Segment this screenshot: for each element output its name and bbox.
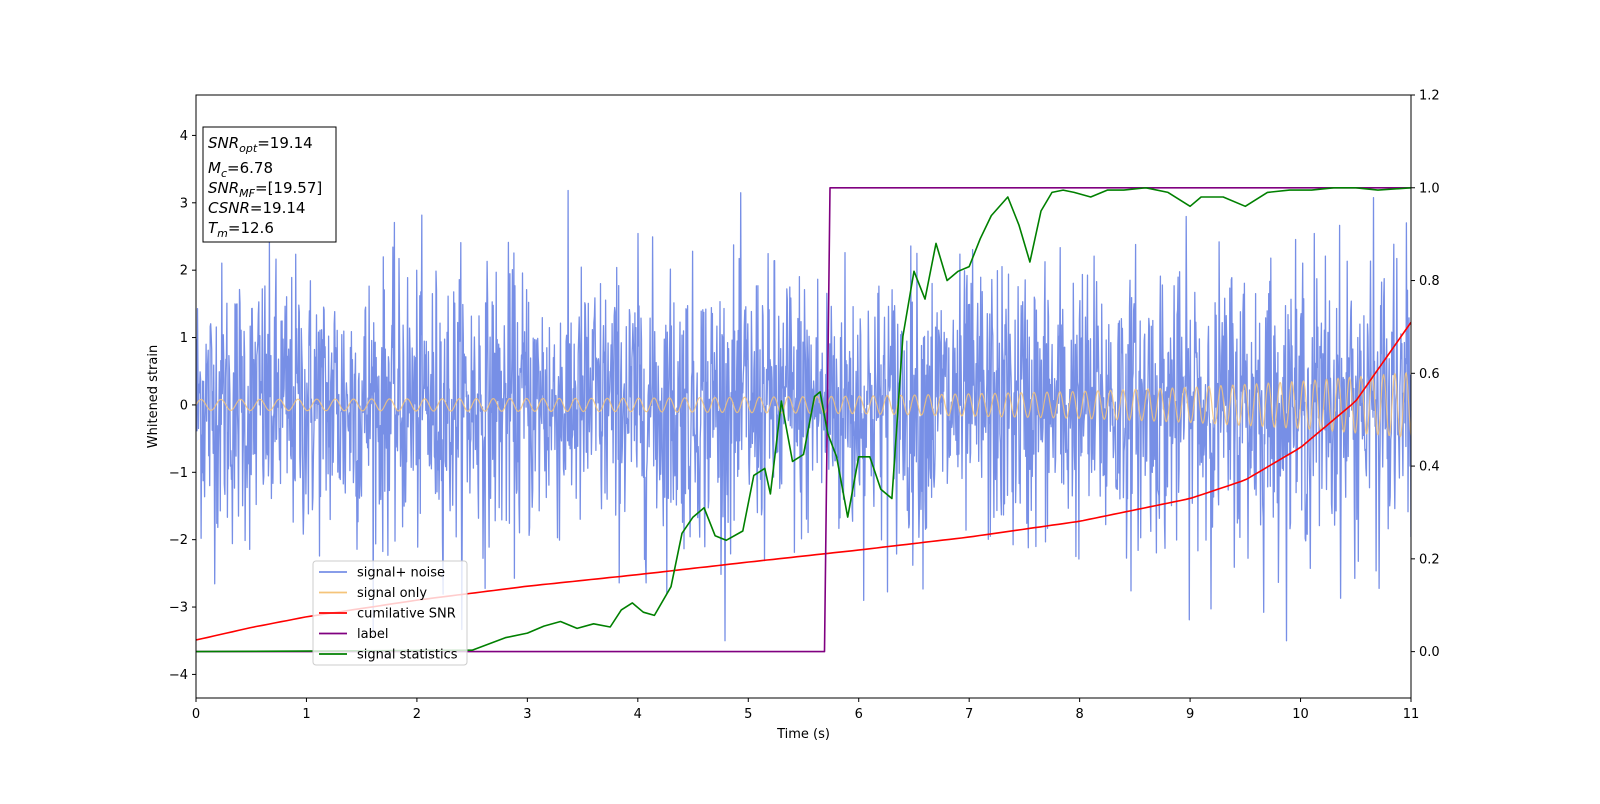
annotation-line: CSNR=19.14 — [208, 199, 305, 217]
annotation-line: Mc=6.78 — [208, 159, 273, 180]
annotation-line: SNRMF=[19.57] — [208, 179, 322, 200]
legend-label: signal statistics — [357, 648, 458, 663]
x-tick-label: 10 — [1292, 707, 1309, 722]
y-tick-label: 1 — [180, 331, 188, 346]
y-axis-right: 0.0 0.2 0.4 0.6 0.8 1.0 1.2 — [1411, 89, 1440, 660]
y-tick-label: −2 — [169, 533, 188, 548]
y2-tick-label: 1.2 — [1419, 89, 1440, 104]
y2-tick-label: 0.6 — [1419, 367, 1440, 382]
series-line-label — [196, 187, 1411, 653]
y-tick-label: −3 — [169, 601, 188, 616]
y2-tick-label: 0.8 — [1419, 274, 1440, 289]
y-tick-label: 3 — [180, 196, 188, 211]
series-line-signal-noise — [196, 189, 1411, 642]
y2-tick-label: 0.0 — [1419, 645, 1440, 660]
y2-tick-label: 0.2 — [1419, 552, 1440, 567]
y2-tick-label: 0.4 — [1419, 460, 1440, 475]
legend-label: cumilative SNR — [357, 607, 456, 622]
x-axis-label: Time (s) — [776, 727, 830, 742]
x-tick-label: 9 — [1186, 707, 1194, 722]
axes-frame — [195, 94, 1412, 699]
y-tick-label: 2 — [180, 264, 188, 279]
y-axis-label: Whitened strain — [146, 345, 161, 448]
x-tick-label: 1 — [302, 707, 310, 722]
y-axis-left: −4 −3 −2 −1 0 1 2 3 4 — [169, 129, 196, 683]
legend: signal+ noise signal only cumilative SNR la… — [312, 560, 468, 666]
legend-label: signal only — [357, 586, 427, 601]
stats-annotation-box: SNRopt=19.14 Mc=6.78SNRMF=[19.57]CSNR=19.… — [202, 126, 337, 243]
y-tick-label: 0 — [180, 398, 188, 413]
x-tick-label: 7 — [965, 707, 973, 722]
x-tick-label: 0 — [192, 707, 200, 722]
x-tick-label: 4 — [634, 707, 642, 722]
y-tick-label: −4 — [169, 668, 188, 683]
legend-label: label — [357, 627, 388, 642]
legend-label: signal+ noise — [357, 566, 445, 581]
x-tick-label: 8 — [1075, 707, 1083, 722]
series-line-signal-only — [196, 371, 1411, 438]
y2-tick-label: 1.0 — [1419, 181, 1440, 196]
y-tick-label: 4 — [180, 129, 188, 144]
x-tick-label: 2 — [413, 707, 421, 722]
annotation-line: SNRopt=19.14 — [208, 134, 313, 155]
x-tick-label: 6 — [855, 707, 863, 722]
x-tick-label: 11 — [1403, 707, 1420, 722]
annotation-line: Tm=12.6 — [208, 219, 274, 240]
x-tick-label: 3 — [523, 707, 531, 722]
y-tick-label: −1 — [169, 466, 188, 481]
series-line-signal-statistics — [196, 187, 1411, 653]
x-tick-label: 5 — [744, 707, 752, 722]
x-axis: 0 1 2 3 4 5 6 7 8 9 10 11 — [192, 698, 1419, 722]
